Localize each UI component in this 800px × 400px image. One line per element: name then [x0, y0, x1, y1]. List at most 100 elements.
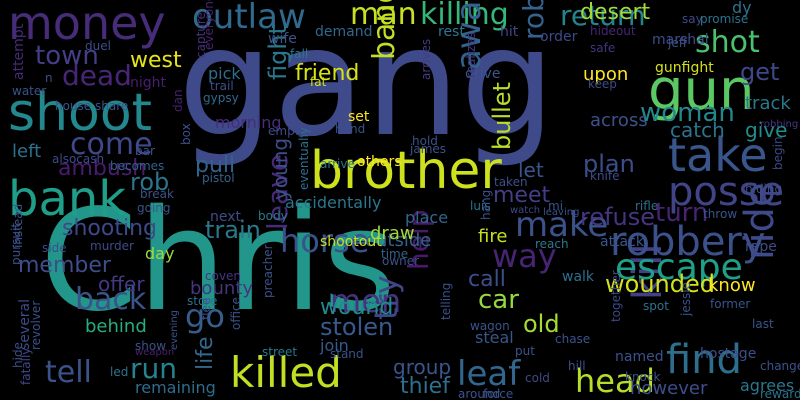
cloud-word: return [560, 0, 646, 32]
cloud-word: rest [438, 24, 465, 40]
cloud-word: friend [295, 61, 360, 86]
cloud-word: knife [590, 169, 620, 183]
cloud-word: side [42, 241, 67, 255]
cloud-word: street [262, 345, 298, 359]
cloud-word: taken [494, 175, 528, 189]
cloud-word: night [130, 75, 167, 91]
cloud-word: outside [365, 230, 432, 251]
cloud-word: group [393, 355, 452, 379]
cloud-word: trail [210, 79, 234, 93]
cloud-word: give [745, 118, 788, 142]
cloud-word: outlaw [192, 0, 306, 37]
cloud-word: stand [330, 347, 364, 361]
cloud-word: dead [62, 59, 132, 92]
cloud-word: way [492, 237, 557, 275]
cloud-word: rob [130, 168, 170, 196]
cloud-word: bounty [190, 278, 253, 299]
cloud-word: going [137, 201, 171, 215]
cloud-word: train [205, 216, 261, 244]
cloud-word: remaining [135, 378, 216, 397]
cloud-word: Chris [40, 180, 396, 343]
cloud-word: murder [90, 239, 134, 253]
cloud-word: dan [171, 89, 185, 112]
cloud-word: luis [470, 199, 491, 213]
cloud-word: set [348, 109, 370, 125]
cloud-word: gun [648, 58, 755, 123]
cloud-word: pistol [202, 171, 235, 185]
cloud-word: pick [208, 64, 241, 83]
cloud-word: break [140, 187, 174, 201]
cloud-word: shot [695, 25, 760, 60]
cloud-word: leaving [543, 207, 580, 218]
cloud-word: attempt [11, 23, 27, 80]
cloud-word: hideout [590, 24, 636, 38]
cloud-word: attack [600, 234, 644, 250]
cloud-word: turn [655, 198, 709, 228]
cloud-word: office [229, 297, 243, 330]
cloud-word: killed [230, 348, 342, 397]
cloud-word: marshal [652, 32, 709, 48]
cloud-word: watch [510, 205, 541, 216]
cloud-word: know [708, 275, 756, 296]
cloud-word: shootout [320, 234, 382, 250]
cloud-word: robbery [610, 219, 766, 265]
cloud-word: day [145, 244, 175, 263]
cloud-word: pull [195, 153, 236, 178]
cloud-word: hide [11, 342, 25, 368]
cloud-word: gang [178, 0, 556, 170]
cloud-word: body [258, 209, 288, 223]
cloud-word: capture [194, 12, 208, 58]
cloud-word: leaf [457, 354, 521, 394]
cloud-word: others [357, 154, 402, 170]
cloud-word: come [70, 127, 153, 162]
cloud-word: wagon [470, 319, 510, 333]
cloud-word: demand [315, 24, 373, 40]
cloud-word: killing [420, 0, 509, 32]
cloud-word: money [8, 0, 166, 50]
cloud-word: track [745, 93, 791, 114]
cloud-word: jeff [668, 36, 687, 50]
cloud-word: named [615, 349, 664, 365]
cloud-word: stolen [320, 313, 394, 341]
cloud-word: n [45, 71, 53, 85]
cloud-word: agrees [740, 376, 795, 395]
cloud-word: next [210, 209, 242, 225]
cloud-word: reach [535, 237, 569, 251]
cloud-word: mi [548, 199, 564, 213]
cloud-word: house share [55, 99, 129, 113]
cloud-word: alsocash [52, 152, 105, 166]
cloud-word: brother [310, 141, 502, 201]
cloud-word: dy [732, 0, 752, 17]
cloud-word: drive [465, 66, 501, 82]
cloud-word: place [405, 208, 449, 227]
cloud-word: head [575, 362, 655, 400]
cloud-word: escape [615, 247, 743, 288]
cloud-word: around [458, 387, 501, 400]
cloud-word: wound [320, 295, 394, 320]
cloud-word: ambush [58, 156, 147, 181]
cloud-word: arrive [320, 157, 355, 171]
cloud-word: fire [478, 226, 508, 247]
cloud-word: shooting [62, 216, 157, 241]
cloud-word: walk [562, 269, 595, 285]
cloud-word: accidentally [285, 193, 382, 212]
cloud-word: men [330, 282, 402, 320]
cloud-word: promise [700, 12, 749, 26]
cloud-word: upon [583, 64, 629, 85]
cloud-word: join [320, 336, 349, 355]
cloud-word: life [193, 336, 218, 370]
cloud-word: find [666, 337, 742, 383]
cloud-word: horse [280, 222, 370, 260]
cloud-word: chase [555, 332, 591, 346]
cloud-word: order [540, 29, 578, 45]
cloud-word: across [590, 110, 648, 131]
cloud-word: hiding [745, 182, 783, 196]
cloud-word: robbing [760, 119, 799, 130]
cloud-word: becomes [110, 159, 165, 173]
cloud-word: draw [370, 223, 415, 244]
cloud-word: let [518, 158, 544, 182]
cloud-word: young [268, 137, 292, 200]
cloud-word: former [710, 297, 751, 311]
cloud-word: weapon [135, 347, 175, 358]
